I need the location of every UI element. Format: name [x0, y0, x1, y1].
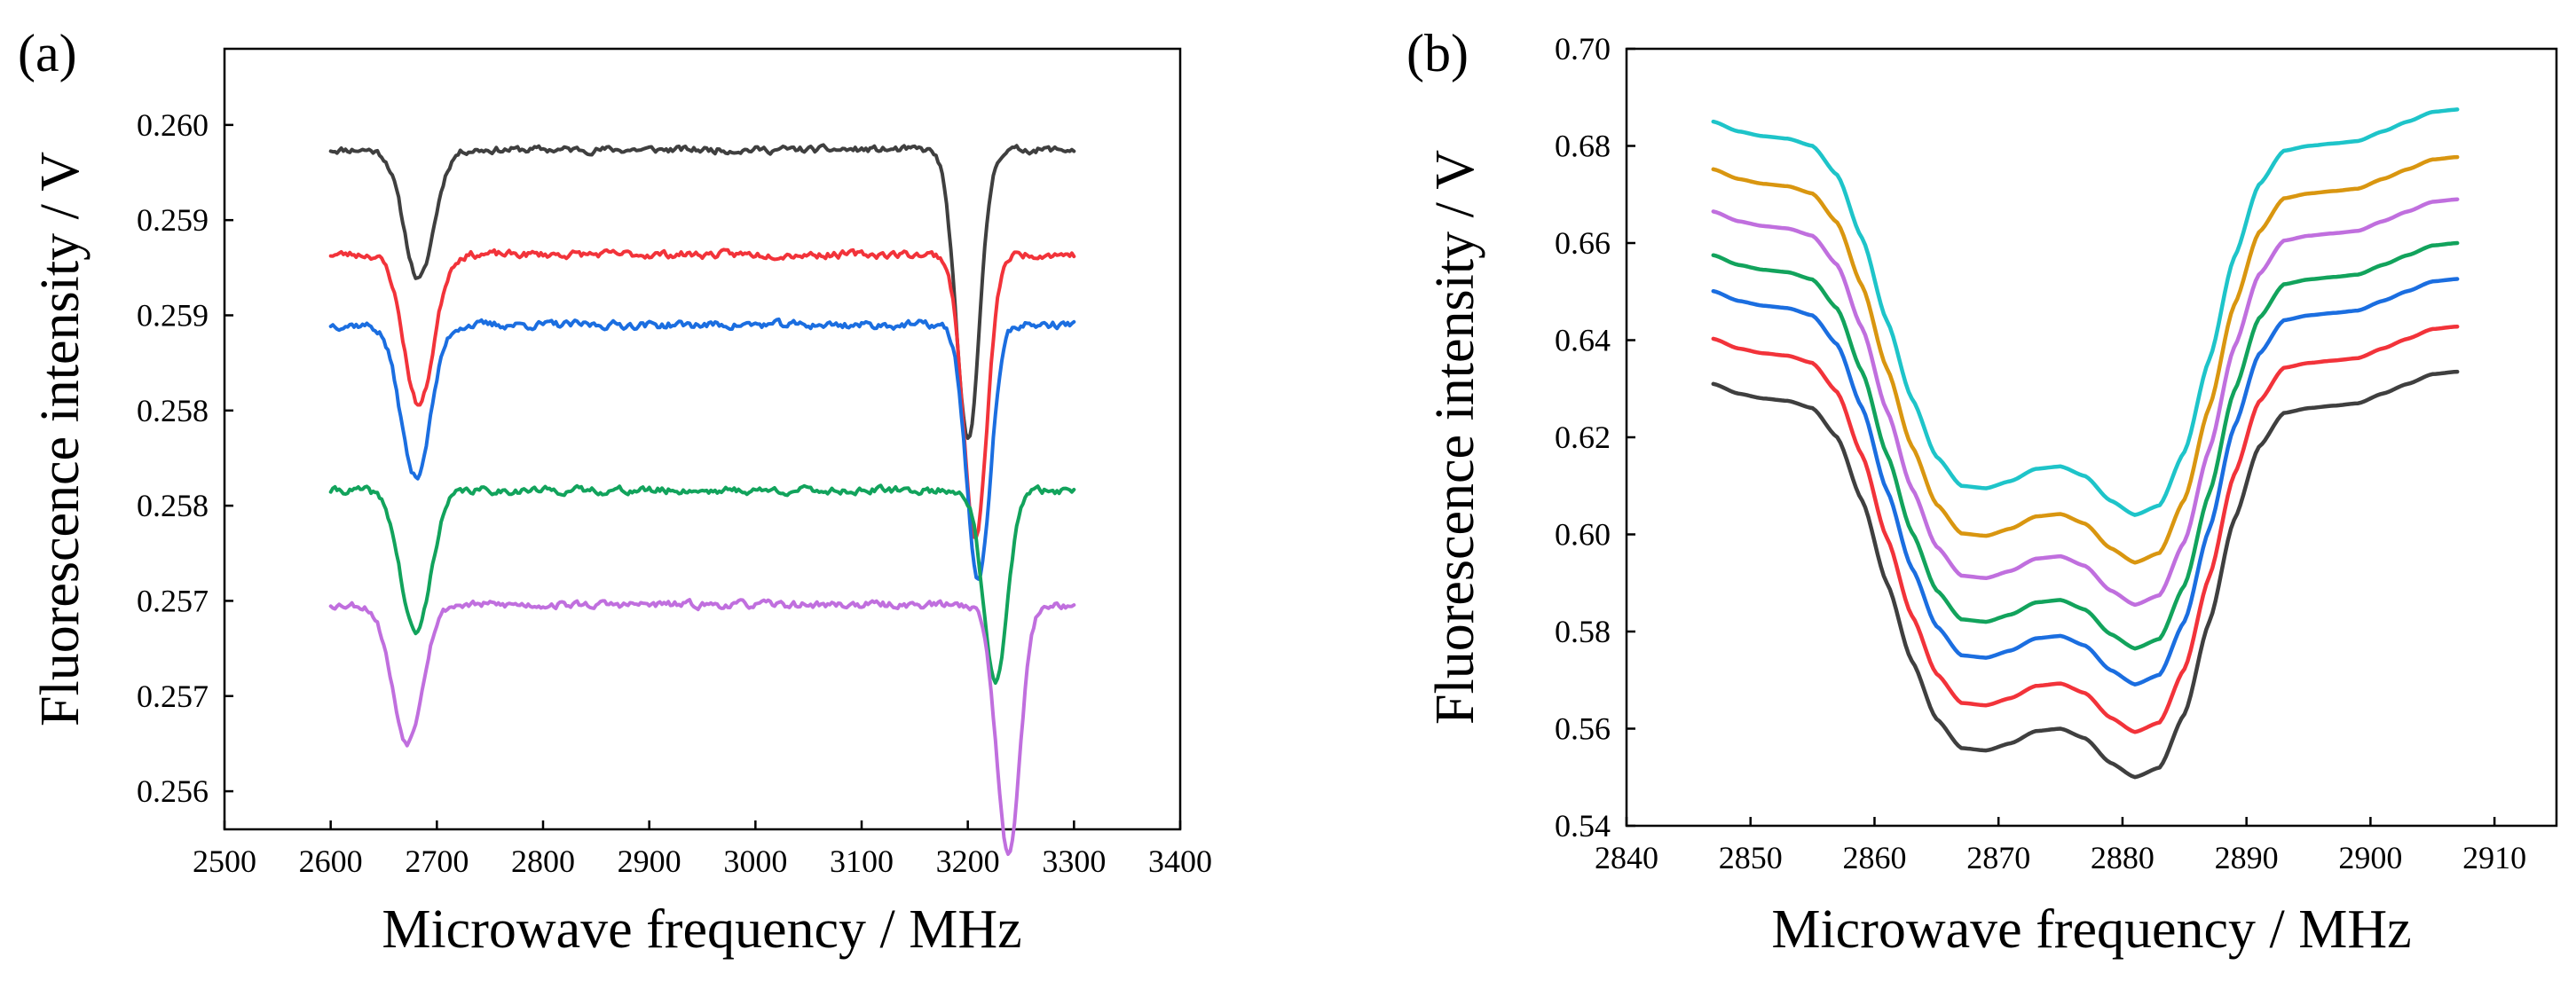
panel-b-x-tick-label: 2860: [1842, 840, 1906, 875]
panel-a-series-red: [328, 247, 1076, 539]
panel-b-series-black: [1711, 369, 2460, 780]
panel-a-y-tick-label: 0.260: [137, 107, 209, 143]
panel-b-y-tick-label: 0.54: [1555, 808, 1611, 844]
panel-b-x-tick-label: 2870: [1966, 840, 2030, 875]
panel-b-y-tick-label: 0.64: [1555, 323, 1611, 358]
panel-a-y-tick-label: 0.258: [137, 393, 209, 428]
panel-a-y-tick-label: 0.259: [137, 297, 209, 333]
panel-a-x-tick-label: 3200: [936, 844, 1000, 879]
panel-a-x-tick-label: 3400: [1148, 844, 1212, 879]
panel-b-y-tick-label: 0.66: [1555, 225, 1611, 261]
panel-a-x-tick-label: 2500: [193, 844, 256, 879]
panel-a-series-violet: [328, 598, 1076, 856]
panel-a-x-axis-title: Microwave frequency / MHz: [382, 899, 1021, 960]
panel-b-series-violet: [1711, 197, 2460, 608]
panel-b-series: [1711, 107, 2460, 780]
panel-a-y-axis-title: Fluorescence intensity / V: [30, 152, 91, 726]
panel-b-series-orange: [1711, 154, 2460, 565]
panel-b-ticks: 2840 2850 2860 2870 2880 2890 2900 2910 0.54 0.56…: [1555, 31, 2526, 875]
panel-a-ticks: 2500 2600 2700 2800 2900 3000 3100 3200 3300 3400…: [137, 107, 1212, 879]
panel-a-x-tick-label: 3100: [830, 844, 894, 879]
panel-a-x-tick-label: 2900: [618, 844, 681, 879]
panel-b-x-axis-title: Microwave frequency / MHz: [1771, 899, 2411, 960]
panel-b-y-tick-label: 0.60: [1555, 517, 1611, 553]
panel-b-y-tick-label: 0.58: [1555, 614, 1611, 649]
panel-a-y-tick-label: 0.256: [137, 773, 209, 809]
panel-a-x-tick-label: 2800: [511, 844, 575, 879]
panel-a-y-tick-label: 0.257: [137, 583, 209, 618]
panel-b-x-tick-label: 2850: [1719, 840, 1783, 875]
panel-b-series-cyan: [1711, 107, 2460, 517]
panel-b-x-tick-label: 2900: [2338, 840, 2402, 875]
panel-b-y-axis-title: Fluorescence intensity / V: [1425, 150, 1485, 725]
panel-a-plot-frame: [223, 47, 1182, 831]
panel-a-x-tick-label: 2600: [299, 844, 363, 879]
panel-a-y-tick-label: 0.257: [137, 679, 209, 714]
panel-b-series-red: [1711, 324, 2460, 734]
panel-b-series-blue: [1711, 277, 2460, 687]
panel-a: (a) 2500 2600 2700 2800 2900 3000 3100 3200 3300…: [18, 24, 1212, 960]
panel-a-series-blue: [328, 317, 1076, 581]
panel-a-y-tick-label: 0.258: [137, 488, 209, 523]
panel-b-x-tick-label: 2910: [2462, 840, 2526, 875]
panel-b-x-tick-label: 2840: [1595, 840, 1658, 875]
panel-a-series-green: [328, 483, 1076, 685]
panel-b: (b) 2840 2850 2860 2870 2880 2890 2900 2910 0.54…: [1406, 24, 2558, 960]
panel-a-label: (a): [18, 24, 77, 82]
panel-a-series: [328, 143, 1076, 856]
panel-a-y-tick-label: 0.259: [137, 202, 209, 238]
panel-b-x-tick-label: 2890: [2215, 840, 2279, 875]
panel-b-x-tick-label: 2880: [2091, 840, 2155, 875]
panel-a-x-tick-label: 3000: [723, 844, 787, 879]
panel-a-x-tick-label: 2700: [405, 844, 469, 879]
panel-a-series-black: [328, 143, 1076, 440]
panel-b-y-tick-label: 0.62: [1555, 420, 1611, 455]
panel-b-y-tick-label: 0.56: [1555, 711, 1611, 747]
panel-b-label: (b): [1406, 24, 1469, 82]
panel-b-series-green: [1711, 240, 2460, 651]
panel-b-y-tick-label: 0.70: [1555, 31, 1611, 67]
panel-a-x-tick-label: 3300: [1042, 844, 1106, 879]
panel-b-y-tick-label: 0.68: [1555, 129, 1611, 164]
